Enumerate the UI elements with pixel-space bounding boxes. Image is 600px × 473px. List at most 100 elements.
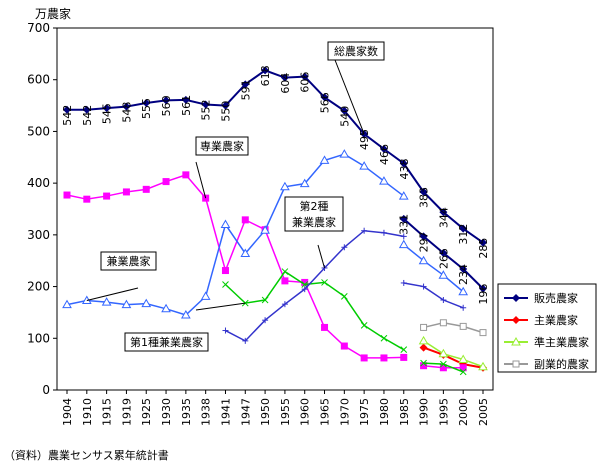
data-point <box>459 322 467 330</box>
x-mark-stroke <box>301 281 309 288</box>
callout-box <box>327 41 385 61</box>
series-line <box>403 244 464 293</box>
x-mark-stroke <box>380 334 388 342</box>
data-label: 285 <box>477 238 490 259</box>
callout-pointer <box>334 59 365 135</box>
data-point <box>102 104 111 113</box>
x-mark-stroke <box>321 279 328 286</box>
x-tick-label: 1910 <box>81 398 94 426</box>
data-point <box>340 342 348 350</box>
data-point <box>83 195 91 203</box>
x-mark-stroke <box>420 359 427 367</box>
callout-box <box>284 196 344 232</box>
data-point <box>360 322 368 329</box>
data-point <box>379 176 389 185</box>
y-tick-label: 300 <box>27 228 50 242</box>
callout-pointer <box>317 244 326 269</box>
data-point <box>182 171 190 179</box>
legend-swatch-marker <box>511 336 521 346</box>
callout-text: 兼業農家 <box>107 254 151 268</box>
data-point <box>200 291 211 300</box>
data-point <box>242 337 249 344</box>
data-point <box>162 178 170 186</box>
data-point <box>281 277 289 285</box>
data-point <box>222 281 229 288</box>
data-point <box>101 297 112 306</box>
data-point <box>103 192 111 200</box>
data-point <box>440 297 447 304</box>
data-label: 560 <box>160 95 173 116</box>
data-point <box>458 354 469 363</box>
callout-pointer <box>195 161 207 199</box>
data-label: 618 <box>259 65 272 86</box>
data-point <box>418 335 429 345</box>
legend-label: 販売農家 <box>534 291 578 305</box>
data-label: 312 <box>457 224 470 245</box>
data-label: 550 <box>219 101 232 122</box>
callout-box <box>195 136 249 156</box>
x-mark-stroke <box>440 360 447 368</box>
data-label: 555 <box>140 98 153 119</box>
data-point <box>241 80 250 89</box>
x-tick-label: 1925 <box>140 398 153 426</box>
data-label: 548 <box>120 102 133 123</box>
x-tick-label: 1985 <box>398 398 411 426</box>
legend-label: 主業農家 <box>534 313 578 327</box>
data-point <box>459 368 467 376</box>
series-fukugyo <box>420 319 487 337</box>
data-point <box>181 95 190 104</box>
data-point <box>62 299 72 309</box>
data-point <box>379 145 388 154</box>
data-point <box>261 296 269 304</box>
series-junshugyo <box>418 335 488 371</box>
data-point <box>240 248 251 257</box>
data-point <box>380 334 388 342</box>
callout-text: 総農家数 <box>334 44 378 58</box>
data-point <box>400 353 408 361</box>
x-mark-stroke <box>261 296 269 304</box>
data-point <box>400 279 407 286</box>
data-point <box>281 268 289 275</box>
data-point <box>361 227 368 234</box>
y-tick-label: 400 <box>27 176 50 190</box>
data-point <box>399 159 408 168</box>
data-point <box>341 244 348 251</box>
callout-text: 第2種 <box>300 199 329 213</box>
data-point <box>478 361 488 371</box>
data-label: 344 <box>437 207 450 228</box>
data-point <box>299 178 310 188</box>
data-point <box>222 327 229 334</box>
data-point <box>321 323 329 331</box>
x-mark-stroke <box>459 368 467 376</box>
data-label: 566 <box>319 92 332 113</box>
data-point <box>459 224 468 233</box>
data-point <box>398 239 409 249</box>
data-point <box>121 299 132 309</box>
series-line <box>224 270 405 351</box>
x-tick-label: 1960 <box>299 398 312 426</box>
data-point <box>161 303 171 313</box>
series-line <box>423 340 484 368</box>
data-point <box>419 343 428 352</box>
data-point <box>420 323 428 331</box>
data-point <box>262 317 269 324</box>
x-tick-label: 2005 <box>477 398 490 426</box>
x-mark-stroke <box>340 293 348 300</box>
y-tick-label: 600 <box>27 73 50 87</box>
callout-part1: 第1種兼業農家 <box>124 302 246 352</box>
x-tick-label: 1904 <box>61 398 74 426</box>
x-tick-label: 1955 <box>279 398 292 426</box>
x-tick-label: 1938 <box>200 398 213 426</box>
data-point <box>319 155 330 164</box>
data-point <box>301 286 308 293</box>
data-point <box>221 267 229 275</box>
data-point <box>438 348 449 358</box>
data-point <box>479 329 487 337</box>
series-full <box>63 171 408 362</box>
data-label: 542 <box>81 105 94 126</box>
data-point <box>479 238 487 247</box>
callout-text: 第1種兼業農家 <box>130 335 203 349</box>
data-point <box>399 214 408 223</box>
data-point <box>280 181 290 191</box>
